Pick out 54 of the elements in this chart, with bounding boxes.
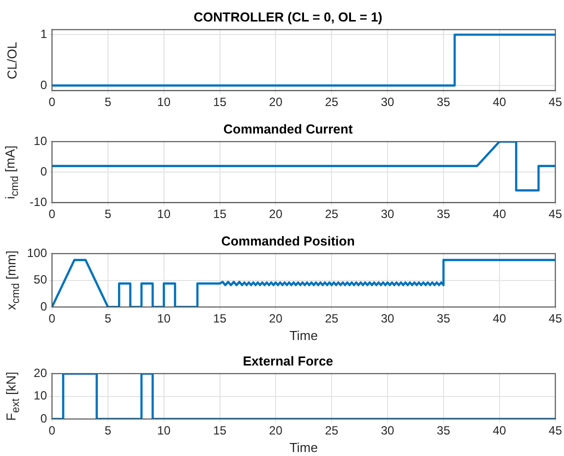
x-tick-label: 40 xyxy=(492,207,506,222)
x-tick-label: 30 xyxy=(380,312,395,326)
x-tick-label: 35 xyxy=(436,95,450,110)
x-tick-label: 40 xyxy=(492,312,506,326)
y-tick-label: 50 xyxy=(34,272,48,287)
x-tick-label: 40 xyxy=(492,424,506,438)
x-tick-label: 35 xyxy=(436,424,450,438)
x-tick-label: 15 xyxy=(213,95,227,110)
x-tick-label: 35 xyxy=(436,312,450,326)
x-tick-label: 15 xyxy=(213,424,227,438)
x-tick-label: 30 xyxy=(380,207,395,222)
x-tick-label: 20 xyxy=(269,207,283,222)
x-tick-label: 30 xyxy=(380,424,395,438)
chart-title: Commanded Current xyxy=(223,121,354,136)
x-tick-label: 35 xyxy=(436,207,450,222)
x-tick-label: 20 xyxy=(269,424,283,438)
x-axis-title: Time xyxy=(289,328,318,343)
x-axis-title: Time xyxy=(289,440,318,455)
x-tick-label: 30 xyxy=(380,95,395,110)
x-tick-label: 5 xyxy=(104,95,112,110)
x-tick-label: 10 xyxy=(157,312,171,326)
y-tick-label: 0 xyxy=(40,164,48,178)
y-tick-label: 0 xyxy=(40,299,48,314)
x-tick-label: 5 xyxy=(104,424,112,438)
y-tick-label: 100 xyxy=(26,246,48,260)
chart-title: Commanded Position xyxy=(221,233,355,248)
x-tick-label: 25 xyxy=(324,95,339,110)
y-tick-label: 10 xyxy=(34,388,48,403)
x-tick-label: 20 xyxy=(269,95,283,110)
x-tick-label: 45 xyxy=(548,424,562,438)
x-tick-label: 10 xyxy=(157,424,171,438)
y-tick-label: 10 xyxy=(34,134,48,148)
y-tick-label: 1 xyxy=(40,26,48,41)
y-axis-title: CL/OL xyxy=(4,41,20,79)
x-tick-label: 5 xyxy=(104,312,112,326)
x-tick-label: 10 xyxy=(157,95,171,110)
x-tick-label: 20 xyxy=(269,312,283,326)
y-tick-label: 0 xyxy=(40,411,48,426)
x-tick-label: 15 xyxy=(213,207,227,222)
y-tick-label: 0 xyxy=(40,78,48,92)
x-tick-label: 25 xyxy=(324,424,339,438)
x-tick-label: 40 xyxy=(492,95,506,110)
x-tick-label: 45 xyxy=(548,312,562,326)
x-tick-label: 45 xyxy=(548,95,562,110)
x-tick-label: 25 xyxy=(324,312,339,326)
x-tick-label: 5 xyxy=(104,207,112,222)
y-tick-label: -10 xyxy=(30,194,48,209)
x-tick-label: 45 xyxy=(548,207,562,222)
x-tick-label: 15 xyxy=(213,312,227,326)
chart-title: External Force xyxy=(242,353,334,368)
x-tick-label: 25 xyxy=(324,207,339,222)
y-tick-label: 20 xyxy=(34,366,48,380)
chart-title: CONTROLLER (CL = 0, OL = 1) xyxy=(194,9,382,24)
x-tick-label: 10 xyxy=(157,207,171,222)
